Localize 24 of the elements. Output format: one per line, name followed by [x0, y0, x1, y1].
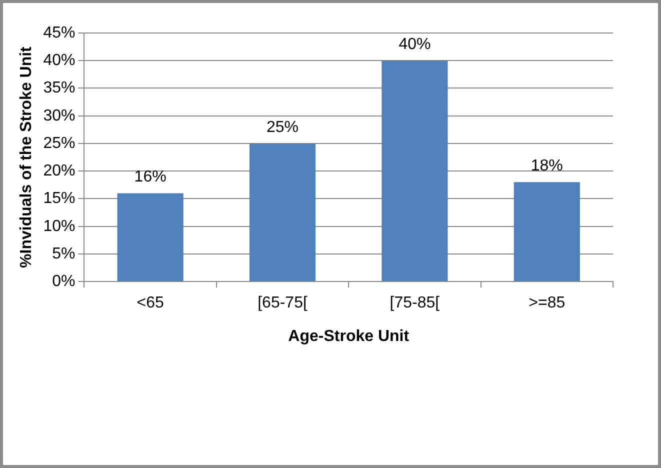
bar	[382, 60, 448, 282]
y-tick-label: 25%	[43, 134, 76, 152]
bar	[514, 182, 580, 282]
bar	[249, 143, 316, 282]
y-tick-label: 35%	[43, 80, 76, 97]
x-tick-label: >=85	[528, 294, 566, 312]
y-tick-label: 40%	[43, 52, 76, 70]
x-tick-label: [65-75[	[258, 294, 308, 312]
data-label: 40%	[398, 36, 431, 54]
data-label: 18%	[530, 158, 563, 175]
data-label: 25%	[266, 118, 299, 136]
y-tick-label: 15%	[43, 190, 76, 208]
x-tick-label: <65	[136, 294, 164, 312]
x-tick-label: [75-85[	[390, 294, 440, 312]
y-tick-label: 0%	[52, 273, 76, 290]
y-tick-label: 45%	[43, 24, 76, 42]
y-axis-title: %Inviduals of the Stroke Unit	[18, 46, 36, 268]
y-tick-label: 10%	[43, 218, 76, 235]
y-tick-label: 30%	[43, 107, 76, 124]
data-label: 16%	[134, 168, 166, 186]
x-axis-title: Age-Stroke Unit	[288, 328, 410, 345]
y-tick-label: 20%	[43, 162, 76, 180]
y-tick-label: 5%	[52, 245, 76, 262]
bar	[117, 193, 184, 282]
